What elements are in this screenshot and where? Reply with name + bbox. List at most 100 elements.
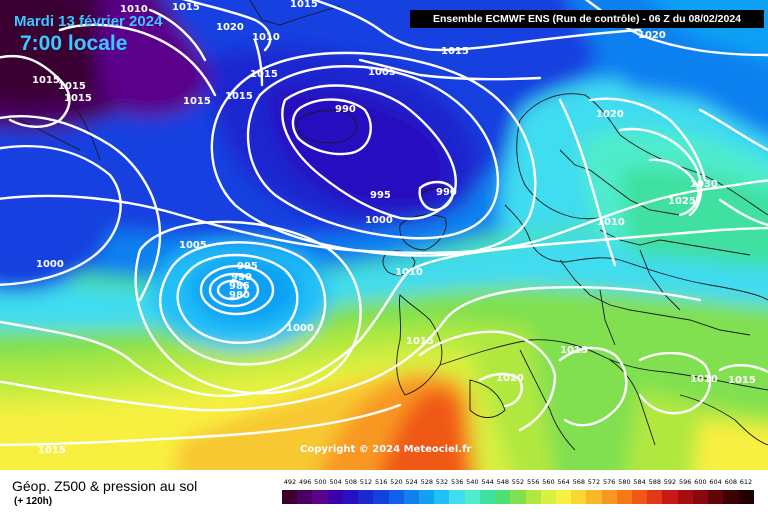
isobar-label: 990 [231, 272, 252, 283]
color-scale-swatch [708, 490, 724, 504]
geopotential-map [0, 0, 768, 470]
color-scale-tick: 496 [298, 478, 312, 486]
color-scale-tick: 548 [496, 478, 510, 486]
color-scale-tick: 556 [526, 478, 540, 486]
color-scale-tick: 608 [724, 478, 738, 486]
color-scale-tick: 540 [466, 478, 479, 486]
color-scale-bar [282, 490, 754, 504]
isobar-label: 1020 [496, 373, 524, 384]
model-run-banner: Ensemble ECMWF ENS (Run de contrôle) - 0… [410, 10, 764, 28]
color-scale-swatch [282, 490, 298, 504]
color-scale-tick: 596 [678, 478, 692, 486]
isobar-label: 1015 [560, 345, 588, 356]
isobar-label: 1015 [441, 46, 469, 57]
footer: Géop. Z500 & pression au sol (+ 120h) 49… [0, 470, 768, 512]
isobar-label: 980 [229, 290, 250, 301]
color-scale-tick: 500 [314, 478, 327, 486]
color-scale-tick: 576 [602, 478, 616, 486]
isobar-label: 1015 [183, 96, 211, 107]
color-scale-swatch [616, 490, 633, 504]
color-scale-swatch [449, 490, 465, 504]
color-scale-swatch [342, 490, 359, 504]
color-scale-swatch [297, 490, 313, 504]
color-scale-swatch [677, 490, 693, 504]
color-scale-swatch [540, 490, 556, 504]
geopotential-shading [0, 0, 768, 470]
color-scale-tick: 612 [739, 478, 753, 486]
isobar-label: 1020 [638, 30, 666, 41]
isobar-label: 1010 [252, 32, 280, 43]
coastlines [19, 0, 768, 451]
color-scale-tick: 600 [694, 478, 707, 486]
isobar-label: 995 [237, 261, 258, 272]
isobar-label: 1005 [179, 240, 207, 251]
isobar-label: 1010 [597, 217, 625, 228]
isobar-label: 1015 [172, 2, 200, 13]
color-scale-swatch [388, 490, 404, 504]
color-scale-tick: 536 [450, 478, 464, 486]
color-scale-swatch [586, 490, 602, 504]
color-scale-tick: 588 [648, 478, 662, 486]
map-title: Géop. Z500 & pression au sol [12, 478, 198, 494]
color-scale-swatch [525, 490, 541, 504]
isobar-label: 1030 [690, 179, 718, 190]
isobar-label: 1010 [395, 267, 423, 278]
isobar-label: 1025 [668, 196, 696, 207]
isobar-label: 990 [436, 187, 457, 198]
color-scale-tick: 560 [542, 478, 555, 486]
isobar-label: 1015 [406, 336, 434, 347]
color-scale-tick: 492 [283, 478, 297, 486]
color-scale-tick: 520 [390, 478, 403, 486]
isobar-label: 1015 [38, 445, 66, 456]
isobar-label: 985 [229, 281, 250, 292]
isobar-label: 1020 [216, 22, 244, 33]
isobar-label: 990 [335, 104, 356, 115]
isobar-label: 1015 [225, 91, 253, 102]
forecast-range: (+ 120h) [14, 496, 53, 507]
color-scale-swatch [632, 490, 648, 504]
color-scale-tick: 604 [709, 478, 722, 486]
isobar-label: 1015 [64, 93, 92, 104]
color-scale-tick: 592 [663, 478, 677, 486]
isobar-label: 1010 [120, 4, 148, 15]
color-scale-tick: 580 [618, 478, 631, 486]
color-scale-tick: 528 [420, 478, 434, 486]
isobar-label: 1020 [596, 109, 624, 120]
color-scale-tick: 516 [374, 478, 388, 486]
color-scale-swatch [510, 490, 526, 504]
color-scale-tick: 532 [435, 478, 449, 486]
isobar-label: 1015 [32, 75, 60, 86]
isobar-lines [0, 0, 768, 445]
color-scale-swatch [647, 490, 663, 504]
color-scale-tick: 564 [557, 478, 570, 486]
isobar-label: 1010 [690, 374, 718, 385]
color-scale-swatch [373, 490, 389, 504]
isobar-label: 1015 [250, 69, 278, 80]
isobar-label: 1000 [365, 215, 393, 226]
color-scale-swatch [723, 490, 739, 504]
color-scale-swatch [662, 490, 678, 504]
color-scale-tick: 508 [344, 478, 358, 486]
isobar-label: 1015 [290, 0, 318, 10]
color-scale-swatch [358, 490, 374, 504]
color-scale-swatch [434, 490, 450, 504]
isobar-label: 1000 [286, 323, 314, 334]
forecast-date: Mardi 13 février 2024 [14, 13, 163, 30]
color-scale-swatch [464, 490, 480, 504]
isobar-label: 1015 [728, 375, 756, 386]
isobar-label: 1015 [58, 81, 86, 92]
copyright-text: Copyright © 2024 Meteociel.fr [300, 444, 472, 455]
color-scale-swatch [601, 490, 617, 504]
color-scale-tick: 552 [511, 478, 525, 486]
isobar-label: 1005 [368, 67, 396, 78]
color-scale-swatch [738, 490, 754, 504]
color-scale-tick: 572 [587, 478, 601, 486]
color-scale-swatch [327, 490, 343, 504]
color-scale-tick: 504 [329, 478, 342, 486]
color-scale-swatch [692, 490, 709, 504]
color-scale-swatch [571, 490, 587, 504]
color-scale-swatch [479, 490, 496, 504]
color-scale-tick: 512 [359, 478, 373, 486]
color-scale-swatch [312, 490, 328, 504]
